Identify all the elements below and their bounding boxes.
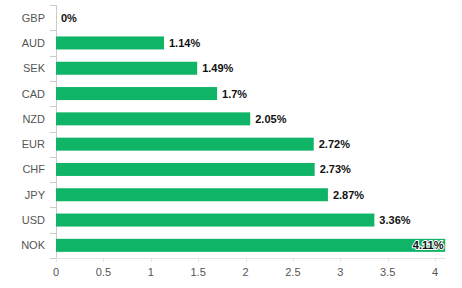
- category-label: NZD: [22, 113, 45, 125]
- data-label: 0%: [61, 12, 77, 24]
- bar: [56, 239, 445, 252]
- x-tick-label: 2.5: [285, 266, 300, 278]
- category-tick: [50, 207, 56, 208]
- category-label: AUD: [22, 37, 45, 49]
- data-label: 1.14%: [169, 37, 200, 49]
- data-label: 3.36%: [379, 214, 410, 226]
- x-tick: [103, 258, 104, 262]
- x-tick-label: 0: [53, 266, 59, 278]
- bar: [56, 163, 315, 176]
- category-label: USD: [22, 214, 45, 226]
- bar: [56, 188, 328, 201]
- x-tick: [198, 258, 199, 262]
- x-tick: [293, 258, 294, 262]
- category-label: NOK: [21, 239, 46, 251]
- data-label: 4.11%: [413, 239, 444, 251]
- x-tick: [151, 258, 152, 262]
- category-tick: [50, 56, 56, 57]
- chart-container: 0 0.5 1 1.5 2 2.5 3 3.5 4 GBP AUD SEK CAD NZD EUR CHF JP…: [0, 0, 462, 288]
- x-tick: [56, 258, 57, 262]
- bar: [56, 62, 197, 75]
- x-tick-label: 1.5: [190, 266, 205, 278]
- category-tick: [50, 106, 56, 107]
- x-tick-label: 3: [337, 266, 343, 278]
- category-tick: [50, 157, 56, 158]
- x-tick: [388, 258, 389, 262]
- category-label: JPY: [25, 189, 46, 201]
- bar: [56, 112, 250, 125]
- x-tick-label: 3.5: [380, 266, 395, 278]
- x-tick: [340, 258, 341, 262]
- category-label: CAD: [22, 88, 45, 100]
- data-label: 2.72%: [319, 138, 350, 150]
- x-tick-label: 0.5: [96, 266, 111, 278]
- category-label: EUR: [22, 138, 45, 150]
- category-label: GBP: [22, 12, 45, 24]
- bar: [56, 87, 217, 100]
- bars: [56, 36, 445, 251]
- data-label: 2.05%: [255, 113, 286, 125]
- x-tick: [435, 258, 436, 262]
- x-tick: [246, 258, 247, 262]
- category-tick: [50, 81, 56, 82]
- category-label: SEK: [23, 62, 46, 74]
- data-label: 1.7%: [222, 88, 247, 100]
- bar: [56, 36, 164, 49]
- x-axis-line: [56, 258, 445, 259]
- x-tick-label: 4: [432, 266, 438, 278]
- x-tick-label: 1: [148, 266, 154, 278]
- bar: [56, 214, 374, 227]
- x-tick-label: 2: [242, 266, 248, 278]
- category-tick: [50, 233, 56, 234]
- data-label: 1.49%: [202, 62, 233, 74]
- chart: 0 0.5 1 1.5 2 2.5 3 3.5 4 GBP AUD SEK CAD NZD EUR CHF JP…: [0, 0, 462, 288]
- category-tick: [50, 30, 56, 31]
- category-tick: [50, 258, 56, 259]
- category-label: CHF: [22, 163, 45, 175]
- category-tick: [50, 5, 56, 6]
- data-label: 2.73%: [320, 163, 351, 175]
- bar: [56, 11, 57, 24]
- data-label: 2.87%: [333, 189, 364, 201]
- category-tick: [50, 132, 56, 133]
- bar: [56, 138, 314, 151]
- category-tick: [50, 182, 56, 183]
